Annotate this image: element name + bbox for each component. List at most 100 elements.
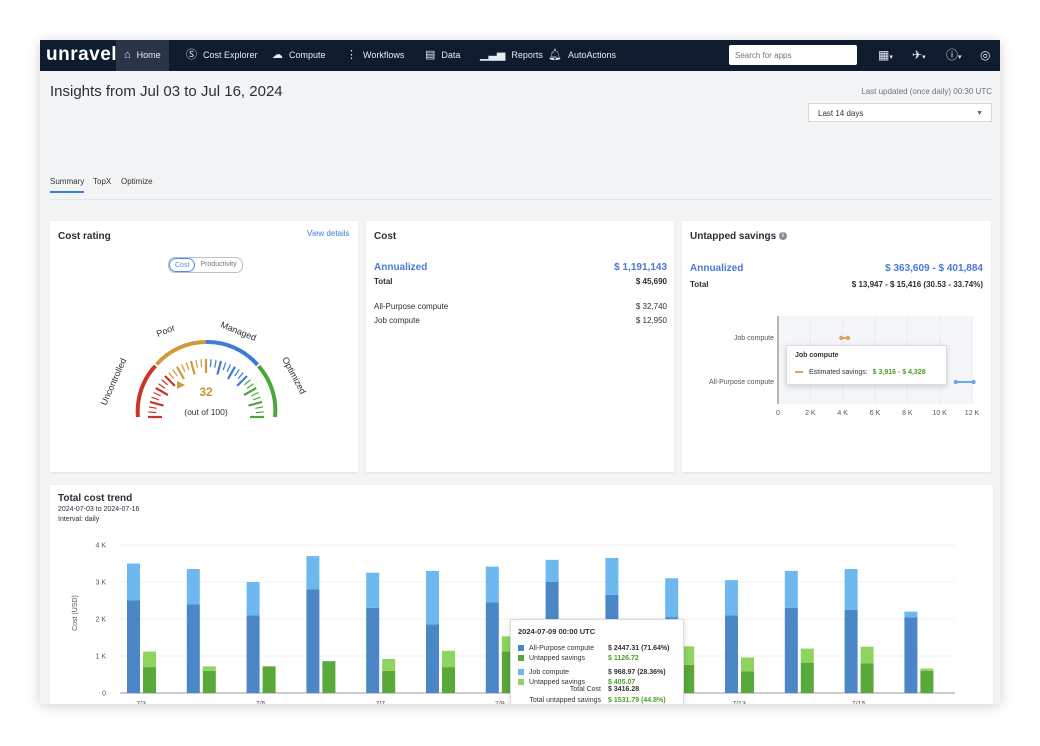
unravel-logo[interactable]: unravel (46, 44, 118, 65)
info-icon[interactable]: i (778, 232, 787, 241)
gauge-tick (248, 400, 263, 407)
savings-bar-segment[interactable] (143, 651, 156, 668)
x-tick-label: 0 (776, 410, 780, 417)
home-icon: ⌂ (124, 49, 131, 61)
cost-bar-segment[interactable] (844, 569, 858, 610)
cost-bar-segment[interactable] (246, 615, 260, 693)
x-tick-label: 8 K (902, 410, 913, 417)
cost-bar-segment[interactable] (127, 600, 140, 694)
cost-bar-segment[interactable] (246, 582, 260, 616)
y-tick-label: 1 K (95, 654, 106, 661)
user-menu[interactable]: ◎ (980, 40, 990, 71)
savings-range-point (953, 379, 959, 385)
tab-summary[interactable]: Summary (50, 177, 85, 193)
cost-bar-segment[interactable] (844, 609, 858, 693)
tab-topx[interactable]: TopX (93, 177, 112, 186)
tooltip-row-value: $ 1126.72 (608, 655, 639, 662)
gauge-tick (168, 372, 175, 380)
cost-bar-segment[interactable] (545, 559, 559, 582)
gauge-tick (176, 366, 185, 380)
cost-bar-segment[interactable] (306, 556, 320, 590)
top-nav: unravel ⌂ Home Ⓢ Cost Explorer ☁ Compute ⋮ W… (40, 40, 1000, 71)
gauge-tick (226, 364, 232, 372)
tooltip-untapped-label: Total untapped savings (529, 697, 601, 704)
toggle-productivity[interactable]: Productivity (200, 261, 237, 268)
cost-bar-segment[interactable] (784, 570, 798, 608)
date-range-select[interactable]: Last 14 days ▼ (808, 103, 992, 122)
savings-bar-segment[interactable] (262, 666, 276, 693)
savings-bar-segment[interactable] (800, 648, 814, 663)
tooltip-row-label: Untapped savings (529, 655, 586, 662)
savings-range-point (839, 335, 844, 341)
savings-bar-segment[interactable] (681, 646, 695, 665)
cost-bar-segment[interactable] (485, 566, 499, 603)
nav-home[interactable]: ⌂ Home (116, 40, 169, 71)
page-title: Insights from Jul 03 to Jul 16, 2024 (50, 83, 283, 100)
tab-divider (50, 199, 992, 200)
savings-bar-segment[interactable] (741, 671, 754, 693)
legend-swatch (518, 679, 524, 686)
savings-bar-segment[interactable] (860, 663, 874, 693)
cost-bar-segment[interactable] (725, 580, 738, 616)
cost-bar-segment[interactable] (186, 604, 200, 693)
cost-bar-segment[interactable] (605, 557, 619, 595)
cost-bar-segment[interactable] (904, 617, 918, 693)
gauge-tick (222, 362, 227, 371)
cost-bar-segment[interactable] (306, 589, 320, 693)
search-input[interactable] (729, 45, 857, 65)
tooltip-row: All-Purpose compute $ 2447.31 (71.64%) (518, 645, 670, 652)
cost-card: Cost Annualized $ 1,191,143 Total $ 45,6… (366, 221, 674, 472)
cost-bar-segment[interactable] (904, 611, 918, 618)
cost-bar-segment[interactable] (426, 570, 439, 625)
cost-bar-segment[interactable] (485, 602, 499, 693)
nav-reports[interactable]: ▁▃▅ Reports (480, 40, 543, 71)
gauge-tick (237, 372, 244, 380)
cost-bar-segment[interactable] (426, 624, 439, 693)
savings-bar-segment[interactable] (800, 662, 814, 693)
savings-bar-segment[interactable] (741, 657, 754, 672)
cost-title: Cost (374, 231, 397, 242)
savings-bar-segment[interactable] (202, 670, 216, 693)
cost-bar-segment[interactable] (725, 615, 738, 693)
apps-grid-menu[interactable]: ▦▾ (878, 40, 893, 71)
gauge-tick (227, 366, 236, 380)
nav-autoactions[interactable]: 🔔︎ AutoActions (548, 40, 616, 71)
gauge-tick (195, 359, 198, 368)
satellite-icon: ✈ (912, 48, 923, 62)
savings-bar-segment[interactable] (322, 661, 336, 693)
view-details-link[interactable]: View details (307, 229, 350, 238)
cost-bar-segment[interactable] (366, 572, 380, 608)
tab-optimize[interactable]: Optimize (121, 177, 153, 186)
nav-workflows[interactable]: ⋮ Workflows (346, 40, 404, 71)
cost-annualized-value: $ 1,191,143 (614, 262, 667, 273)
cost-bar-segment[interactable] (186, 569, 200, 605)
cloud-icon: ☁ (272, 49, 283, 61)
savings-bar-segment[interactable] (681, 664, 695, 693)
cost-bar-segment[interactable] (784, 607, 798, 693)
savings-bar-segment[interactable] (143, 667, 156, 693)
chevron-down-icon: ▾ (889, 54, 893, 61)
trend-interval: Interval: daily (58, 516, 100, 523)
savings-bar-segment[interactable] (382, 658, 396, 671)
nav-data[interactable]: ▤ Data (425, 40, 460, 71)
savings-bar-segment[interactable] (920, 668, 934, 671)
savings-bar-segment[interactable] (920, 670, 934, 693)
legend-swatch (518, 655, 524, 662)
nav-cost-explorer[interactable]: Ⓢ Cost Explorer (186, 40, 258, 71)
savings-tooltip-title: Job compute (795, 352, 839, 359)
savings-bar-segment[interactable] (442, 667, 455, 693)
help-menu[interactable]: ⓘ▾ (946, 40, 962, 71)
toggle-cost[interactable]: Cost (169, 258, 196, 272)
tools-menu[interactable]: ✈▾ (912, 40, 926, 71)
gauge-tick (158, 383, 166, 389)
savings-bar-segment[interactable] (442, 650, 455, 668)
tooltip-untapped-value: $ 1531.79 (44.8%) (608, 697, 666, 704)
nav-compute[interactable]: ☁ Compute (272, 40, 326, 71)
cost-bar-segment[interactable] (366, 607, 380, 693)
cost-bar-segment[interactable] (665, 578, 679, 618)
savings-bar-segment[interactable] (860, 646, 874, 664)
savings-bar-segment[interactable] (202, 666, 216, 671)
gauge-tick (234, 369, 240, 377)
cost-bar-segment[interactable] (127, 563, 140, 601)
savings-bar-segment[interactable] (382, 670, 396, 693)
